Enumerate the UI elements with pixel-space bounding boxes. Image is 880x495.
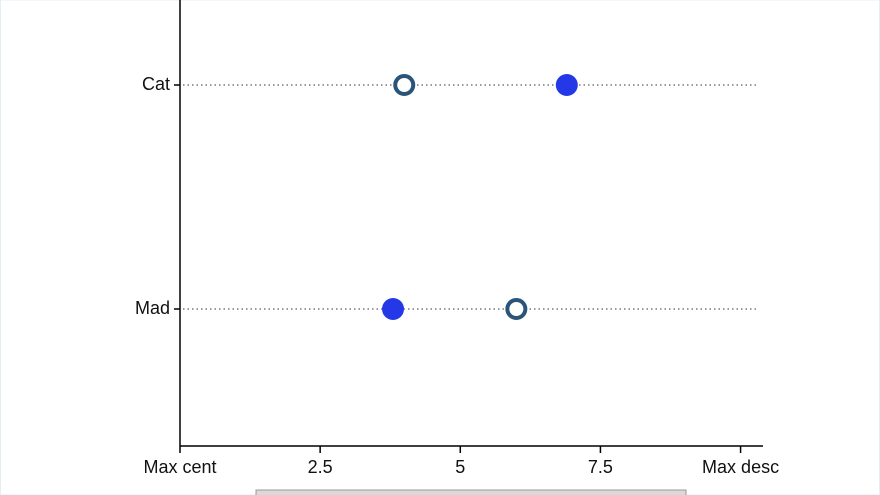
- y-tick-label: Mad: [135, 298, 170, 318]
- point: [555, 74, 578, 96]
- x-tick-label: Max desc: [702, 457, 779, 477]
- point: [393, 74, 416, 96]
- x-tick-label: 7.5: [588, 457, 613, 477]
- x-tick-label: Max cent: [143, 457, 216, 477]
- point: [382, 298, 405, 320]
- legend-box: [255, 489, 687, 495]
- y-tick-label: Cat: [142, 74, 170, 94]
- x-tick-label: 2.5: [308, 457, 333, 477]
- x-tick-label: 5: [455, 457, 465, 477]
- point: [505, 298, 528, 320]
